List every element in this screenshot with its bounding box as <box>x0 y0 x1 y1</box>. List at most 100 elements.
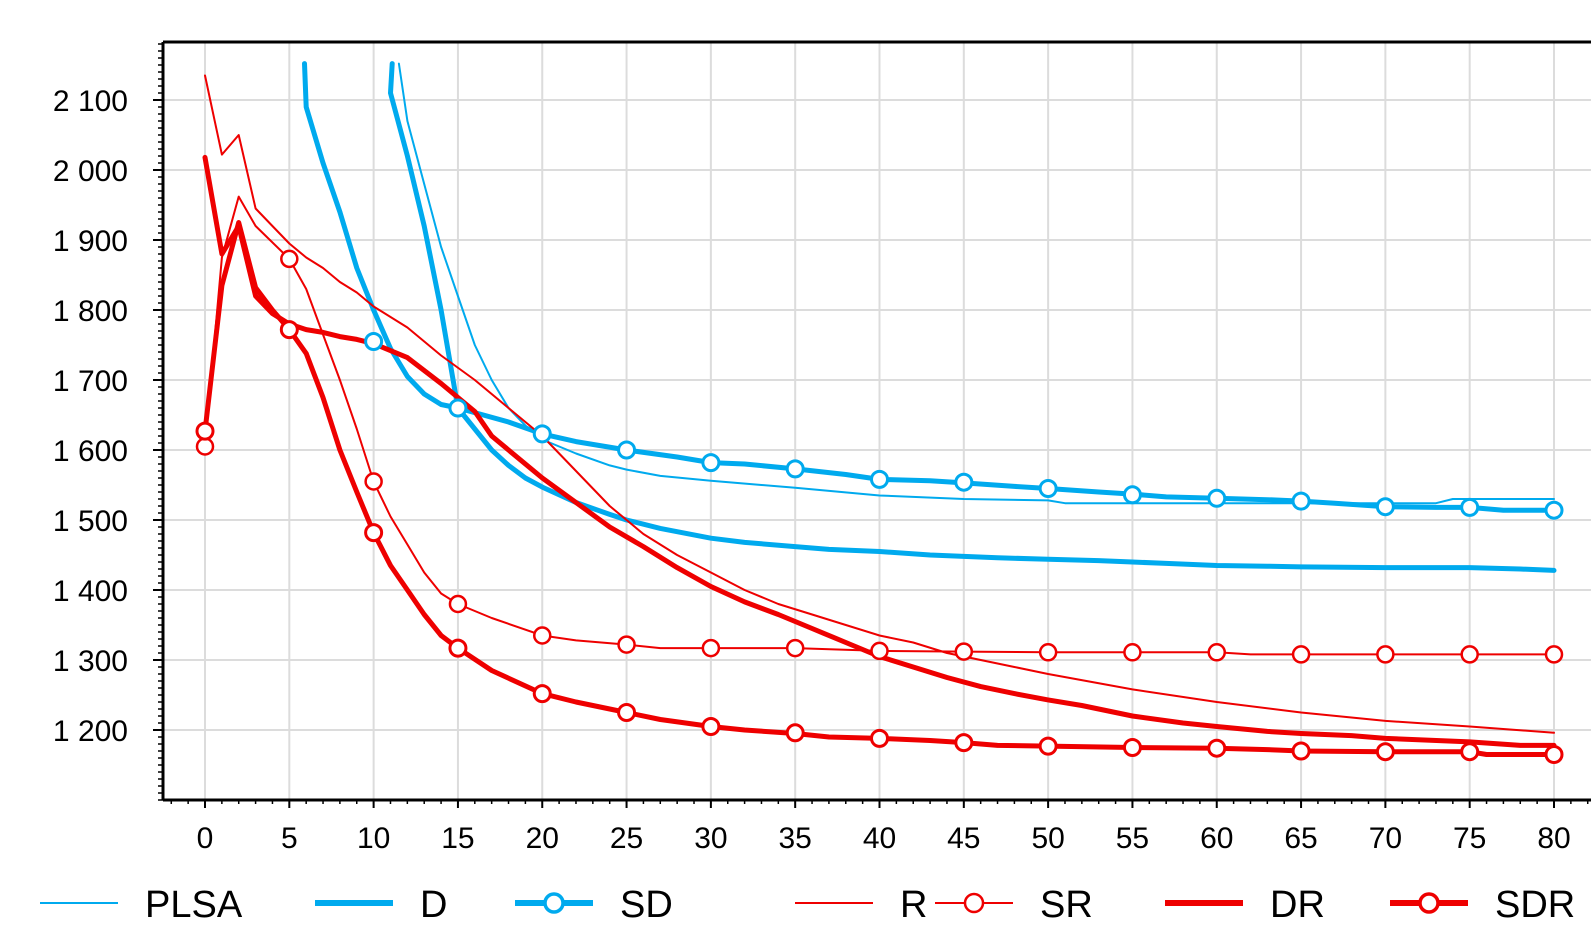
marker-sdr-7 <box>785 723 805 743</box>
legend-label-sdr: SDR <box>1495 884 1575 926</box>
legend-label-sd: SD <box>620 884 673 926</box>
legend-label-dr: DR <box>1270 884 1325 926</box>
marker-sr-15 <box>1460 645 1479 664</box>
marker-sd-13 <box>1460 497 1480 517</box>
y-tick-label-8: 2 000 <box>53 155 128 188</box>
marker-sdr-11 <box>1122 738 1142 757</box>
axes <box>153 40 1591 808</box>
marker-sr-4 <box>533 626 552 645</box>
marker-sdr-6 <box>701 717 721 736</box>
marker-sd-10 <box>1207 488 1227 508</box>
marker-sdr-0 <box>195 421 215 441</box>
legend-label-plsa: PLSA <box>145 884 243 926</box>
marker-sdr-8 <box>870 728 889 748</box>
marker-sd-2 <box>532 424 552 444</box>
marker-sd-4 <box>701 453 721 473</box>
minor-ticks <box>158 43 1589 804</box>
marker-sd-14 <box>1544 500 1564 520</box>
marker-sr-1 <box>280 249 299 269</box>
y-tick-labels: 1 200 1 300 1 400 1 500 1 600 1 700 1 800 1 900… <box>53 85 128 748</box>
legend-marker-sd <box>543 892 565 914</box>
y-tick-label-4: 1 600 <box>53 435 128 468</box>
marker-sr-0 <box>195 437 215 456</box>
x-tick-label-3: 15 <box>441 822 474 855</box>
marker-sd-1 <box>448 398 468 418</box>
y-tick-label-9: 2 100 <box>53 85 128 118</box>
x-tick-label-9: 45 <box>947 822 980 855</box>
y-tick-label-6: 1 800 <box>53 295 128 328</box>
marker-sr-7 <box>785 638 805 658</box>
legend-marker-sdr <box>1418 892 1440 914</box>
marker-sr-9 <box>954 642 974 661</box>
x-tick-label-8: 40 <box>863 822 896 855</box>
legend-marker-sr <box>963 892 985 914</box>
x-tick-labels: 0 5 10 15 20 25 30 35 40 45 50 55 60 65 70 75 80 <box>197 822 1571 855</box>
marker-sr-6 <box>701 638 721 658</box>
legend-label-sr: SR <box>1040 884 1093 926</box>
marker-sdr-16 <box>1544 745 1564 764</box>
x-tick-label-14: 70 <box>1369 822 1402 855</box>
marker-sd-11 <box>1291 491 1311 511</box>
x-tick-label-13: 65 <box>1284 822 1317 855</box>
legend: PLSA D SD R SR DR SDR <box>40 884 1575 926</box>
legend-label-r: R <box>900 884 927 926</box>
y-tick-label-0: 1 200 <box>53 715 128 748</box>
marker-sr-3 <box>448 594 468 614</box>
marker-sr-12 <box>1207 643 1226 662</box>
series-line-sr <box>204 195 1555 656</box>
marker-sr-14 <box>1376 645 1395 664</box>
marker-sr-13 <box>1291 645 1311 664</box>
marker-sr-10 <box>1038 643 1058 662</box>
x-tick-label-0: 0 <box>197 822 214 855</box>
series-line-d <box>302 61 1557 573</box>
marker-sdr-3 <box>448 638 468 658</box>
x-tick-label-12: 60 <box>1200 822 1233 855</box>
marker-sdr-2 <box>364 523 384 543</box>
marker-sd-6 <box>870 469 889 489</box>
marker-sr-8 <box>870 641 889 661</box>
marker-sdr-9 <box>954 733 974 753</box>
marker-sd-9 <box>1122 485 1142 505</box>
x-tick-label-16: 80 <box>1537 822 1570 855</box>
marker-sr-11 <box>1123 643 1142 662</box>
marker-sd-12 <box>1375 497 1395 517</box>
x-tick-label-1: 5 <box>281 822 298 855</box>
x-tick-label-4: 20 <box>526 822 559 855</box>
marker-sdr-4 <box>532 684 552 704</box>
marker-sr-16 <box>1544 645 1564 664</box>
marker-sd-3 <box>617 440 637 460</box>
marker-sd-7 <box>954 472 974 492</box>
series-line-r <box>204 74 1555 734</box>
x-tick-label-11: 55 <box>1116 822 1149 855</box>
x-tick-label-5: 25 <box>610 822 643 855</box>
marker-sdr-12 <box>1207 738 1227 758</box>
legend-label-d: D <box>420 884 447 926</box>
x-tick-label-15: 75 <box>1453 822 1486 855</box>
marker-sdr-15 <box>1460 742 1480 762</box>
marker-sdr-13 <box>1291 741 1311 761</box>
series-line-sdr <box>202 220 1557 757</box>
marker-sd-5 <box>785 459 805 479</box>
series-line-sd <box>388 61 1557 513</box>
marker-sr-5 <box>617 635 636 654</box>
marker-sr-2 <box>364 472 383 491</box>
y-tick-label-7: 1 900 <box>53 225 128 258</box>
marker-sd-0 <box>364 332 384 351</box>
marker-sdr-5 <box>617 703 637 722</box>
marker-sdr-14 <box>1375 742 1395 762</box>
x-tick-label-2: 10 <box>357 822 390 855</box>
grid-lines <box>163 42 1591 800</box>
x-tick-label-6: 30 <box>694 822 727 855</box>
y-tick-label-5: 1 700 <box>53 365 128 398</box>
marker-sdr-1 <box>279 320 299 340</box>
y-tick-label-1: 1 300 <box>53 645 128 678</box>
series-markers <box>195 249 1564 764</box>
marker-sdr-10 <box>1038 736 1058 756</box>
x-tick-label-7: 35 <box>779 822 812 855</box>
series-line-dr <box>202 154 1557 748</box>
x-tick-label-10: 50 <box>1031 822 1064 855</box>
series-line-plsa <box>397 62 1555 505</box>
y-tick-label-3: 1 500 <box>53 505 128 538</box>
marker-sd-8 <box>1038 479 1058 498</box>
